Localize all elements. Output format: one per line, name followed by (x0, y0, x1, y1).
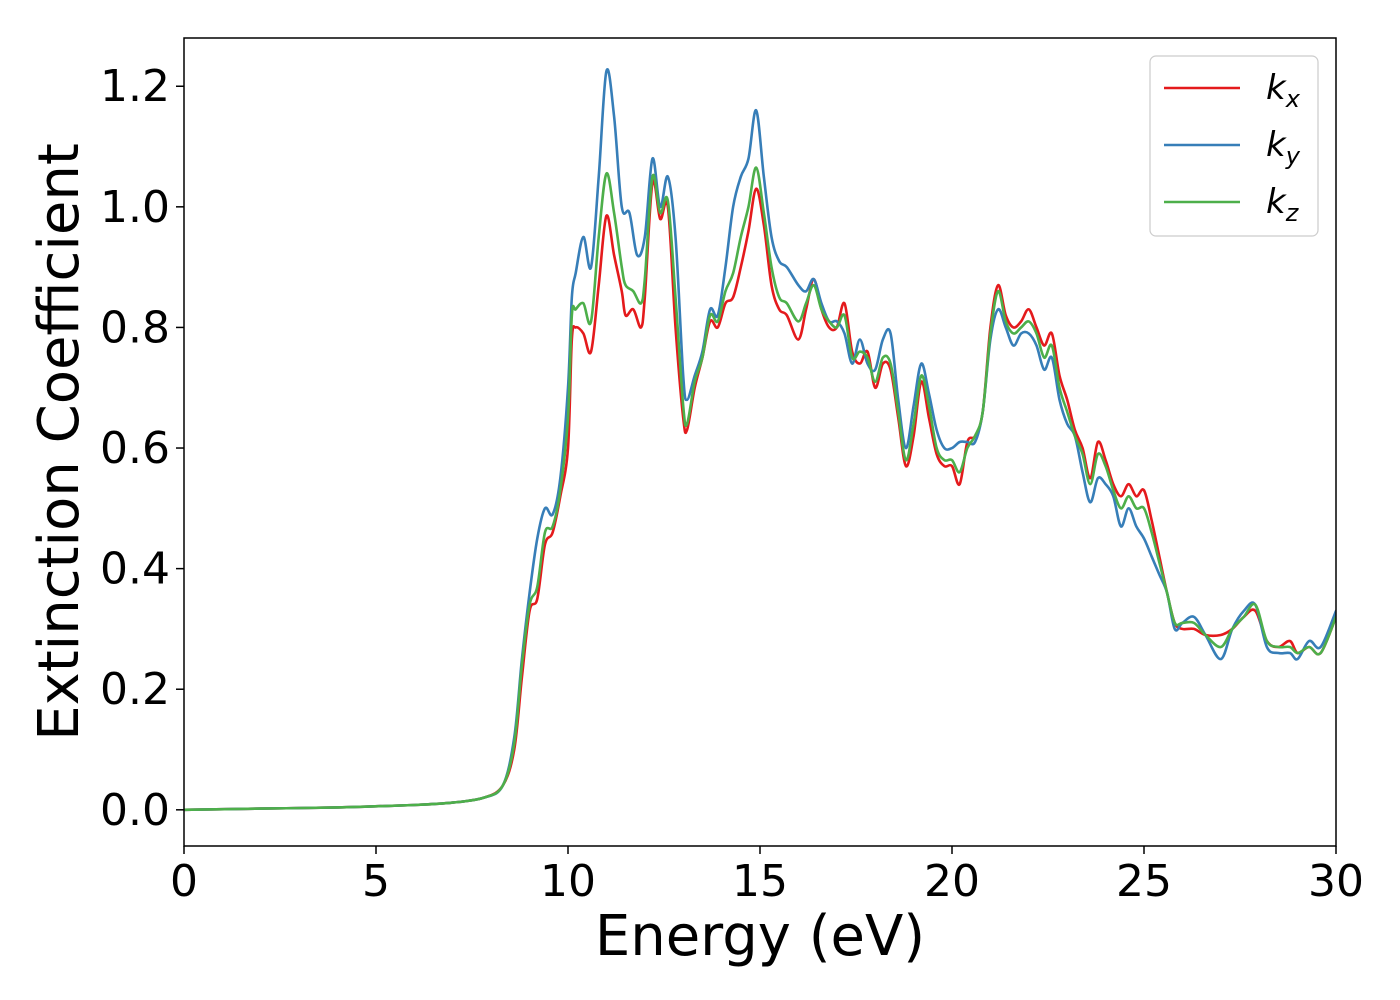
x-axis-label: Energy (eV) (595, 904, 925, 969)
y-tick-label: 1.2 (100, 61, 170, 112)
y-tick-label: 0.4 (100, 544, 170, 595)
legend-label-kx: kx (1266, 68, 1301, 113)
series-layer (184, 68, 1336, 812)
y-axis-label: Extinction Coefficient (27, 143, 92, 741)
y-tick-label: 0.6 (100, 423, 170, 474)
y-tick-label: 0.2 (100, 664, 170, 715)
y-tick-label: 1.0 (100, 182, 170, 233)
legend-label-ky: ky (1266, 125, 1301, 170)
legend-label-kz: kz (1266, 182, 1300, 227)
series-line-ky (184, 68, 1336, 812)
x-tick-label: 25 (1116, 856, 1172, 907)
x-axis: 0 5 10 15 20 25 30 (170, 846, 1364, 907)
x-tick-label: 20 (924, 856, 980, 907)
series-line-kx (184, 179, 1336, 812)
x-tick-label: 0 (170, 856, 198, 907)
x-tick-label: 5 (362, 856, 390, 907)
y-tick-label: 0.0 (100, 785, 170, 836)
legend: kx ky kz (1149, 55, 1319, 237)
x-tick-label: 10 (540, 856, 596, 907)
series-line-kz (184, 166, 1336, 812)
x-tick-label: 15 (732, 856, 788, 907)
y-tick-label: 0.8 (100, 302, 170, 353)
y-axis: 0.0 0.2 0.4 0.6 0.8 1.0 1.2 (100, 61, 184, 836)
x-tick-label: 30 (1308, 856, 1364, 907)
